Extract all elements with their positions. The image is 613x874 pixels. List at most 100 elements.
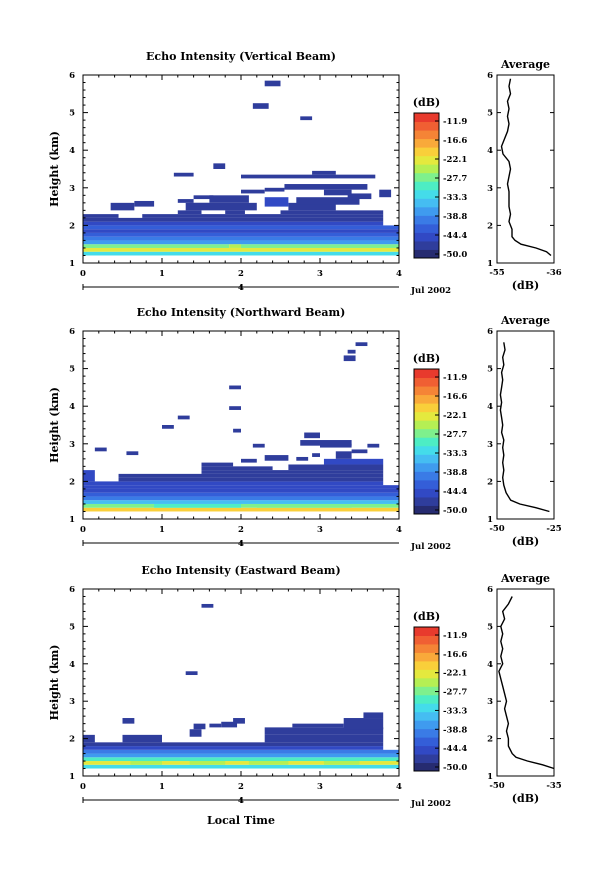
chart-title: Echo Intensity (Vertical Beam) (146, 50, 336, 63)
heatmap-cell (134, 200, 155, 207)
colorbar-tick-label: -16.6 (443, 650, 467, 660)
average-frame (496, 74, 555, 264)
heatmap-cell (83, 221, 384, 226)
colorbar-tick-label: -44.4 (443, 231, 467, 241)
average-x-tick-label: -36 (546, 268, 561, 278)
heatmap-cell (83, 764, 399, 769)
x-tick-label: 0 (80, 782, 86, 792)
colorbar-swatch (414, 728, 439, 738)
heatmap-cell (347, 193, 372, 200)
heatmap-cell (142, 214, 384, 218)
colorbar-swatch (414, 505, 439, 515)
colorbar-frame (413, 368, 440, 515)
average-profile-line (500, 78, 552, 257)
x-tick-label: 3 (317, 782, 323, 792)
heatmap-cell (177, 199, 194, 203)
average-y-tick-label: 4 (487, 402, 493, 412)
colorbar-unit: (dB) (413, 96, 440, 109)
colorbar-swatch (414, 479, 439, 489)
heatmap-cell (83, 240, 399, 245)
colorbar-tick-label: -11.9 (443, 117, 467, 127)
colorbar-swatch (414, 147, 439, 157)
date-axis-day: 4 (238, 283, 244, 293)
heatmap-cell (264, 197, 289, 207)
heatmap-cell (177, 210, 202, 215)
colorbar-swatch (414, 762, 439, 772)
colorbar (414, 113, 439, 259)
heatmap-cell (83, 761, 399, 765)
heatmap-cell (83, 507, 399, 512)
heatmap-cell (252, 443, 265, 448)
average-y-tick-label: 6 (487, 71, 493, 81)
colorbar-tick-label: -22.1 (443, 669, 467, 679)
heatmap-cell (83, 746, 384, 750)
heatmap-cell (323, 761, 360, 765)
heatmap-cell (83, 247, 399, 252)
colorbar-tick-label: -22.1 (443, 411, 467, 421)
heatmap-cell (83, 734, 95, 743)
y-tick-label: 4 (69, 660, 75, 670)
colorbar-swatch (414, 377, 439, 387)
colorbar-frame (413, 112, 440, 259)
heatmap-cell (241, 174, 376, 179)
heatmap-cell (83, 500, 399, 504)
colorbar-swatch (414, 215, 439, 225)
colorbar-swatch (414, 694, 439, 704)
heatmap-cell (296, 197, 360, 205)
heatmap-cell (110, 202, 135, 211)
heatmap-cell (280, 210, 384, 215)
colorbar-swatch (414, 121, 439, 131)
heatmap-cell (83, 485, 399, 489)
colorbar-tick-label: -44.4 (443, 487, 467, 497)
date-axis-day: 4 (238, 539, 244, 549)
x-tick-label: 0 (80, 269, 86, 279)
y-tick-label: 1 (69, 259, 75, 269)
heatmap-cell (264, 80, 281, 87)
average-x-tick-label: -50 (489, 524, 504, 534)
heatmap-cell (201, 470, 384, 474)
heatmap-cells (83, 80, 399, 256)
heatmap-cell (343, 355, 356, 362)
heatmap-cell (323, 458, 384, 465)
colorbar-swatch (414, 164, 439, 174)
average-y-tick-label: 2 (487, 221, 493, 231)
colorbar-swatch (414, 420, 439, 430)
y-tick-label: 6 (69, 585, 75, 595)
heatmap-cell (83, 225, 399, 230)
date-label: Jul 2002 (410, 799, 451, 809)
colorbar-swatch (414, 189, 439, 199)
colorbar-swatch (414, 652, 439, 662)
y-tick-label: 3 (69, 697, 75, 707)
heatmap-cell (300, 116, 313, 121)
average-x-label: (dB) (512, 792, 539, 805)
date-label: Jul 2002 (410, 542, 451, 552)
y-tick-label: 5 (69, 622, 75, 632)
colorbar-swatch (414, 686, 439, 696)
colorbar-swatch (414, 660, 439, 670)
heatmap-cell (241, 189, 265, 194)
heatmap-cell (118, 477, 384, 482)
average-y-tick-label: 6 (487, 585, 493, 595)
colorbar-tick-label: -50.0 (443, 250, 467, 260)
colorbar-swatch (414, 720, 439, 730)
colorbar-swatch (414, 703, 439, 713)
heatmap-cell (335, 451, 352, 459)
heatmap-cell (264, 727, 384, 735)
average-y-tick-label: 5 (487, 622, 493, 632)
y-tick-label: 2 (69, 477, 75, 487)
date-label: Jul 2002 (410, 286, 451, 296)
y-axis-label: Height (km) (48, 131, 61, 207)
y-tick-label: 3 (69, 440, 75, 450)
colorbar-swatch (414, 635, 439, 645)
x-tick-label: 4 (396, 782, 402, 792)
colorbar-swatch (414, 172, 439, 182)
heatmap-cell (122, 718, 135, 724)
heatmap-cell (229, 385, 241, 390)
heatmap-cell (241, 458, 257, 463)
heatmap-cell (189, 202, 210, 207)
heatmap-cell (252, 103, 269, 109)
average-x-tick-label: -50 (489, 781, 504, 791)
heatmap-cell (221, 721, 238, 728)
y-tick-label: 5 (69, 365, 75, 375)
heatmap-cell (367, 443, 380, 448)
